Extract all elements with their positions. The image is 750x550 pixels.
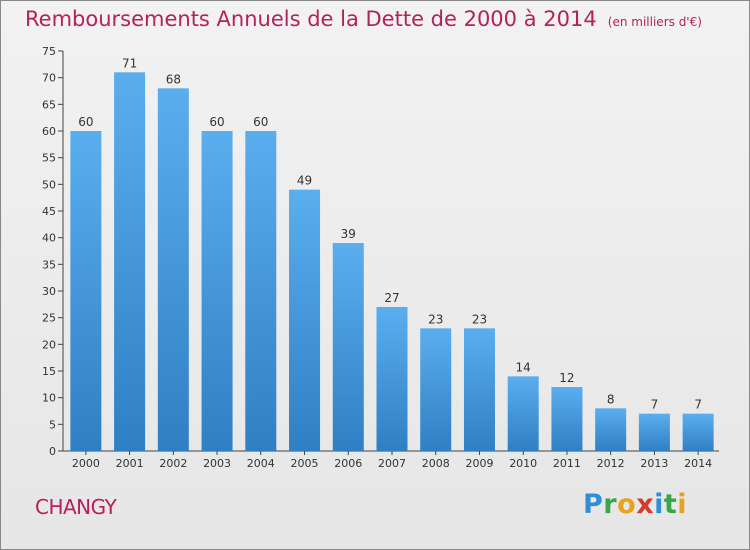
y-tick-label: 60 xyxy=(42,125,56,138)
x-tick-label: 2003 xyxy=(203,457,231,470)
logo-letter: i xyxy=(677,489,688,520)
bar xyxy=(201,131,233,451)
bar-value-label: 49 xyxy=(297,174,312,188)
logo-letter: t xyxy=(663,489,678,520)
bar xyxy=(245,131,277,451)
bar-value-label: 7 xyxy=(694,398,702,412)
x-tick-label: 2011 xyxy=(553,457,581,470)
x-tick-label: 2008 xyxy=(422,457,450,470)
bar xyxy=(507,376,539,451)
bar xyxy=(595,408,627,451)
logo-letter: P xyxy=(583,489,604,520)
bar-value-label: 60 xyxy=(209,115,224,129)
bar-value-label: 71 xyxy=(122,56,137,70)
y-tick-label: 35 xyxy=(42,258,56,271)
bar-value-label: 60 xyxy=(78,115,93,129)
y-tick-label: 55 xyxy=(42,152,56,165)
commune-name: CHANGY xyxy=(35,495,117,519)
logo-letter: o xyxy=(617,489,637,520)
bar-value-label: 23 xyxy=(428,312,443,326)
chart-subtitle: (en milliers d'€) xyxy=(607,15,702,29)
bar-value-label: 7 xyxy=(651,398,659,412)
bar xyxy=(551,387,583,451)
y-tick-label: 25 xyxy=(42,312,56,325)
bar xyxy=(463,328,495,451)
bar xyxy=(332,243,364,451)
y-tick-label: 50 xyxy=(42,178,56,191)
logo-letter: x xyxy=(636,489,655,520)
y-tick-label: 75 xyxy=(42,45,56,58)
bar xyxy=(289,189,321,451)
bar xyxy=(157,88,189,451)
y-tick-label: 70 xyxy=(42,72,56,85)
bar-value-label: 39 xyxy=(341,227,356,241)
bar-value-label: 8 xyxy=(607,392,615,406)
bar xyxy=(376,307,408,451)
bar-value-label: 14 xyxy=(516,360,531,374)
bar-value-label: 27 xyxy=(384,291,399,305)
chart-title: Remboursements Annuels de la Dette de 20… xyxy=(25,7,597,31)
bar xyxy=(638,413,670,451)
x-tick-label: 2005 xyxy=(291,457,319,470)
logo-letter: r xyxy=(603,489,618,520)
x-tick-label: 2004 xyxy=(247,457,275,470)
y-tick-label: 65 xyxy=(42,98,56,111)
bar-value-label: 23 xyxy=(472,312,487,326)
x-tick-label: 2006 xyxy=(334,457,362,470)
title-row: Remboursements Annuels de la Dette de 20… xyxy=(25,7,702,31)
y-tick-label: 15 xyxy=(42,365,56,378)
y-tick-label: 10 xyxy=(42,392,56,405)
bar-value-label: 68 xyxy=(166,72,181,86)
x-tick-label: 2000 xyxy=(72,457,100,470)
x-tick-label: 2002 xyxy=(159,457,187,470)
x-tick-label: 2014 xyxy=(684,457,712,470)
x-tick-label: 2001 xyxy=(116,457,144,470)
bar-value-label: 60 xyxy=(253,115,268,129)
x-tick-label: 2012 xyxy=(597,457,625,470)
bar xyxy=(70,131,102,451)
proxiti-logo: Proxiti xyxy=(583,489,687,520)
bar-value-label: 12 xyxy=(559,371,574,385)
bar xyxy=(114,72,146,451)
y-tick-label: 5 xyxy=(49,418,56,431)
y-tick-label: 40 xyxy=(42,232,56,245)
bar xyxy=(420,328,452,451)
bar xyxy=(682,413,714,451)
x-tick-label: 2007 xyxy=(378,457,406,470)
y-tick-label: 0 xyxy=(49,445,56,458)
y-tick-label: 30 xyxy=(42,285,56,298)
x-tick-label: 2009 xyxy=(465,457,493,470)
x-tick-label: 2013 xyxy=(640,457,668,470)
logo-letter: i xyxy=(654,489,664,520)
x-tick-label: 2010 xyxy=(509,457,537,470)
y-tick-label: 45 xyxy=(42,205,56,218)
y-tick-label: 20 xyxy=(42,338,56,351)
